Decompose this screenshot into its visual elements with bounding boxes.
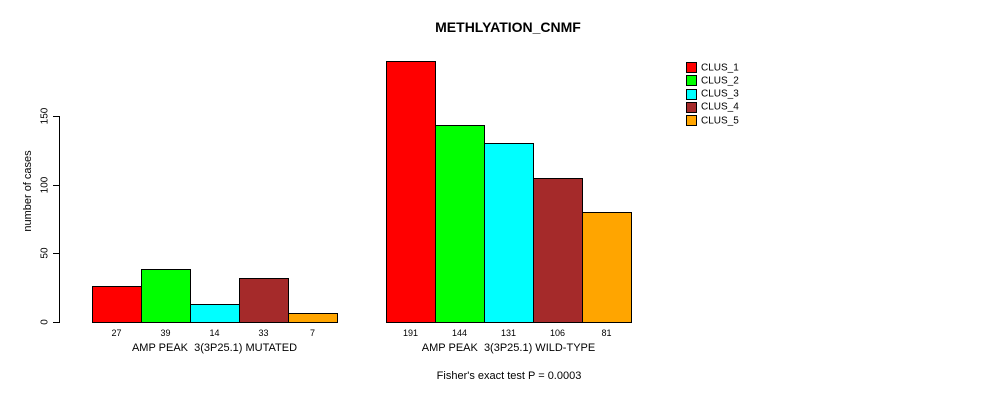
bar-value-label: 14 <box>209 328 220 338</box>
bar-clus_5 <box>582 212 632 323</box>
y-axis <box>59 116 60 323</box>
y-tick-label: 100 <box>39 176 51 194</box>
legend-label: CLUS_2 <box>701 75 739 87</box>
legend-label: CLUS_1 <box>701 62 739 73</box>
bar-value-label: 33 <box>258 328 269 338</box>
bar-value-label: 7 <box>309 328 316 338</box>
bar-clus_2 <box>141 269 191 323</box>
y-tick-mark <box>53 116 59 118</box>
bar-clus_2 <box>435 125 485 323</box>
bar-value-label: 81 <box>601 328 612 338</box>
legend-label: CLUS_5 <box>701 115 739 127</box>
group-label: AMP PEAK 3(3P25.1) WILD-TYPE <box>421 342 596 354</box>
legend-swatch-clus_1 <box>686 62 697 73</box>
y-tick-label: 0 <box>39 319 51 325</box>
legend-swatch-clus_5 <box>686 115 697 127</box>
bar-clus_1 <box>92 286 142 323</box>
legend-label: CLUS_3 <box>701 88 739 100</box>
legend-label: CLUS_4 <box>701 101 739 113</box>
legend-swatch-clus_3 <box>686 88 697 100</box>
y-tick-label: 150 <box>39 107 51 125</box>
legend-swatch-clus_4 <box>686 101 697 113</box>
bar-clus_4 <box>533 178 583 323</box>
legend-swatch-clus_2 <box>686 75 697 87</box>
bar-clus_4 <box>239 278 289 323</box>
bar-value-label: 191 <box>402 328 419 338</box>
group-label: AMP PEAK 3(3P25.1) MUTATED <box>131 342 298 354</box>
chart-title: METHLYATION_CNMF <box>435 19 581 35</box>
y-tick-mark <box>53 184 59 186</box>
y-tick-mark <box>53 322 59 323</box>
bar-clus_1 <box>386 61 436 323</box>
y-tick-label: 50 <box>39 247 51 259</box>
bar-clus_3 <box>190 304 240 323</box>
y-axis-label: number of cases <box>22 150 34 232</box>
y-tick-mark <box>53 253 59 255</box>
bar-value-label: 106 <box>549 328 566 338</box>
bar-value-label: 39 <box>160 328 171 338</box>
bar-clus_5 <box>288 313 338 323</box>
bar-value-label: 27 <box>111 328 122 338</box>
footer-caption: Fisher's exact test P = 0.0003 <box>436 370 582 382</box>
bar-value-label: 144 <box>451 328 468 338</box>
bar-clus_3 <box>484 143 534 323</box>
bar-value-label: 131 <box>500 328 517 338</box>
